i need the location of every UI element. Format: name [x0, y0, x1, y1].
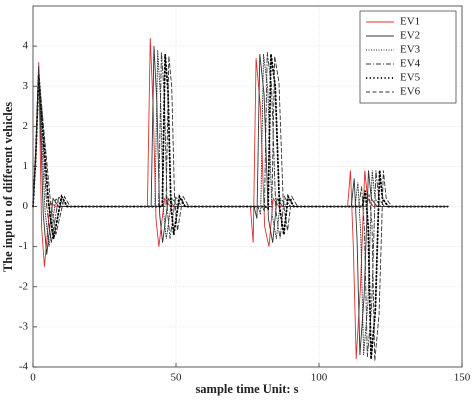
- series-line: [32, 56, 449, 362]
- series-line: [32, 50, 449, 356]
- x-axis-title: sample time Unit: s: [195, 382, 298, 396]
- y-tick-label: -3: [19, 320, 29, 332]
- x-tick-label: 150: [454, 372, 471, 384]
- y-tick-label: -1: [19, 240, 28, 252]
- y-tick-label: 0: [23, 200, 29, 212]
- legend-label: EV5: [400, 72, 421, 84]
- y-tick-label: -2: [19, 280, 28, 292]
- x-tick-label: 50: [171, 372, 183, 384]
- series-line: [32, 52, 449, 358]
- y-tick-label: 1: [23, 160, 29, 172]
- y-tick-label: -4: [19, 361, 29, 373]
- series-line: [32, 54, 449, 360]
- y-axis-title: The input u of different vehicles: [1, 102, 15, 272]
- legend-label: EV2: [400, 30, 420, 42]
- legend-label: EV3: [400, 44, 421, 56]
- x-tick-label: 100: [311, 372, 328, 384]
- legend-label: EV4: [400, 58, 421, 70]
- plot-frame: [32, 5, 463, 368]
- y-tick-label: 2: [23, 120, 29, 132]
- y-tick-label: 4: [23, 40, 29, 52]
- x-tick-label: 0: [30, 372, 36, 384]
- legend-label: EV6: [400, 86, 421, 98]
- legend-label: EV1: [400, 16, 420, 28]
- series-line: [32, 46, 449, 356]
- legend-box: [359, 10, 457, 104]
- y-tick-label: 3: [23, 80, 29, 92]
